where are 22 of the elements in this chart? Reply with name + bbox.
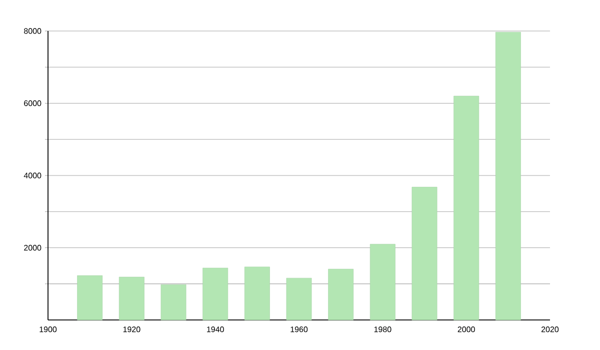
x-tick-label: 1980 bbox=[374, 326, 392, 332]
bar bbox=[495, 32, 521, 320]
bar bbox=[286, 278, 312, 320]
bar bbox=[370, 244, 396, 320]
x-tick-label: 2000 bbox=[458, 326, 475, 332]
x-tick-label: 2020 bbox=[542, 326, 559, 332]
bar bbox=[202, 268, 228, 320]
x-tick-label: 1940 bbox=[207, 326, 224, 332]
y-tick-label: 6000 bbox=[24, 100, 42, 106]
y-tick-label: 2000 bbox=[24, 244, 42, 251]
bar bbox=[412, 186, 438, 320]
x-tick-label: 1960 bbox=[290, 326, 308, 332]
y-tick-label: 4000 bbox=[24, 172, 42, 178]
bar bbox=[77, 275, 103, 320]
bar bbox=[244, 266, 270, 320]
bar bbox=[160, 284, 186, 320]
bar bbox=[454, 96, 480, 320]
y-tick-label: 8000 bbox=[24, 28, 42, 34]
x-tick-label: 1920 bbox=[123, 326, 140, 332]
x-tick-label: 1900 bbox=[40, 326, 57, 332]
bar bbox=[328, 268, 354, 320]
bar bbox=[118, 276, 144, 320]
